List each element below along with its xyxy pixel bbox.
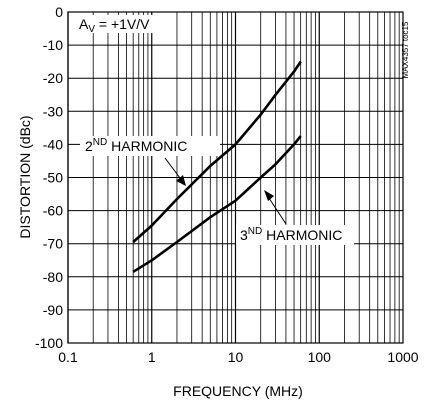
series-3rd-harmonic-line (132, 135, 302, 273)
y-axis-title: DISTORTION (dBc) (17, 115, 33, 238)
series-3rd-pointer (266, 194, 287, 225)
series-2nd-rest: HARMONIC (107, 138, 187, 154)
y-tick-label: -100 (35, 335, 63, 351)
y-tick-label: -40 (43, 136, 63, 152)
series-2nd-arrowhead (176, 175, 186, 186)
condition-value: = +1V/V (95, 16, 150, 32)
y-tick-label: -30 (43, 103, 63, 119)
x-tick-label: 0.1 (58, 349, 78, 365)
x-tick-label: 100 (308, 349, 332, 365)
series-2nd-base: 2 (85, 138, 93, 154)
y-tick-label: -80 (43, 269, 63, 285)
plot-frame (67, 11, 404, 344)
y-tick-label: -90 (43, 302, 63, 318)
y-tick-label: -70 (43, 236, 63, 252)
series-2nd-label: 2ND HARMONIC (80, 136, 220, 156)
x-tick-label: 1000 (387, 349, 418, 365)
series-lines (132, 60, 302, 273)
condition-prefix: A (79, 16, 89, 32)
chart-id-label: MAX4357 toc15 (401, 21, 410, 78)
svg-text:3ND HARMONIC: 3ND HARMONIC (240, 226, 342, 243)
tick-labels: 0.1 1 10 100 1000 0 -10 -20 -30 -40 -50 -60 -70 -80 -9… (35, 4, 419, 365)
series-3rd-label: 3ND HARMONIC (236, 225, 354, 245)
series-3rd-sup: ND (248, 226, 262, 237)
series-3rd-base: 3 (240, 227, 248, 243)
condition-sub: V (88, 24, 95, 35)
series-3rd-rest: HARMONIC (262, 227, 342, 243)
series-2nd-harmonic-line (132, 60, 302, 243)
svg-text:AV = +1V/V: AV = +1V/V (79, 16, 150, 35)
y-tick-label: -20 (43, 70, 63, 86)
y-tick-label: -10 (43, 37, 63, 53)
condition-label: AV = +1V/V (75, 15, 165, 35)
grid (67, 11, 404, 344)
y-tick-label: 0 (55, 4, 63, 20)
svg-text:2ND HARMONIC: 2ND HARMONIC (85, 137, 187, 154)
y-tick-label: -50 (43, 170, 63, 186)
x-tick-label: 10 (228, 349, 244, 365)
series-2nd-sup: ND (93, 137, 107, 148)
y-tick-label: -60 (43, 203, 63, 219)
x-axis-title: FREQUENCY (MHz) (173, 383, 303, 399)
x-tick-label: 1 (148, 349, 156, 365)
series-3rd-arrowhead (264, 190, 274, 201)
